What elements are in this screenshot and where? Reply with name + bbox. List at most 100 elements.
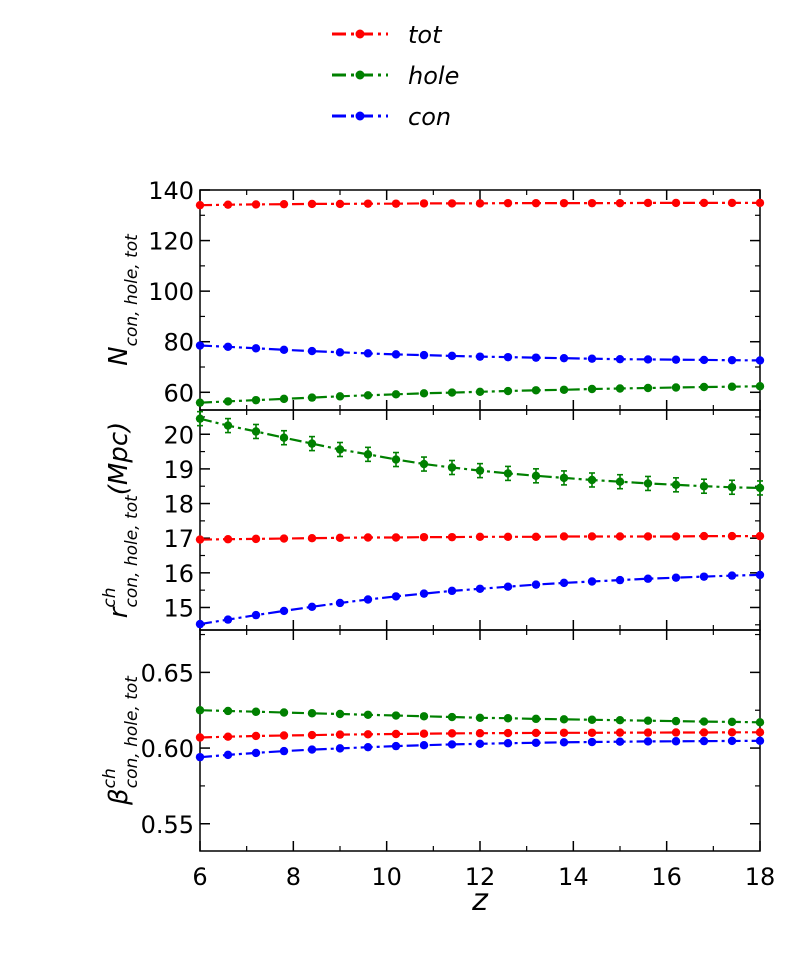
y-label-main: β: [104, 788, 134, 806]
y-tick-label-beta: 0.60: [141, 735, 194, 763]
point-beta-con: [195, 752, 205, 762]
point-N-tot: [671, 198, 681, 208]
y-label-sub: con, hole, tot: [122, 675, 142, 789]
point-beta-con: [615, 737, 625, 746]
point-r-hole: [475, 466, 485, 475]
legend-label-hole: hole: [408, 62, 459, 90]
point-N-tot: [755, 198, 765, 208]
point-N-hole: [391, 390, 401, 399]
point-N-con: [615, 354, 625, 364]
point-r-hole: [587, 475, 597, 485]
point-beta-con: [223, 750, 233, 760]
point-r-tot: [727, 531, 737, 541]
point-beta-tot: [503, 728, 513, 738]
series-r-con: [195, 570, 765, 629]
legend-entry-hole: hole: [332, 62, 459, 90]
point-N-hole: [475, 387, 485, 396]
point-N-hole: [503, 386, 513, 396]
point-r-con: [251, 610, 261, 620]
point-r-con: [727, 571, 737, 580]
y-tick-label-N: 100: [148, 278, 194, 306]
point-beta-hole: [615, 716, 625, 725]
point-N-tot: [279, 199, 289, 209]
series-N-hole: [195, 382, 765, 407]
point-beta-hole: [447, 712, 457, 722]
point-r-tot: [195, 535, 205, 544]
point-r-hole: [195, 414, 205, 423]
y-axis-label-r: rch con, hole, tot(Mpc): [100, 422, 142, 619]
point-N-hole: [419, 389, 429, 398]
point-r-tot: [223, 535, 233, 544]
point-N-hole: [307, 393, 317, 402]
point-r-con: [755, 570, 765, 580]
point-N-hole: [643, 383, 653, 393]
point-N-tot: [335, 199, 345, 209]
legend-marker-hole: [355, 70, 365, 80]
point-beta-con: [307, 745, 317, 754]
point-beta-tot: [447, 729, 457, 738]
point-N-tot: [307, 199, 317, 209]
point-N-tot: [699, 198, 709, 208]
point-N-tot: [475, 199, 485, 208]
series-N-con: [195, 341, 765, 365]
x-tick-label: 8: [286, 863, 301, 891]
y-tick-label-r: 15: [163, 594, 194, 622]
series-beta-con: [195, 736, 765, 762]
point-N-tot: [615, 198, 625, 208]
legend-label-con: con: [408, 103, 451, 131]
y-label-sup: ch: [100, 587, 120, 607]
point-r-con: [363, 595, 373, 604]
point-r-con: [559, 578, 569, 588]
point-r-con: [419, 589, 429, 598]
point-r-hole: [307, 439, 317, 448]
point-N-con: [195, 341, 205, 350]
point-beta-tot: [671, 728, 681, 737]
point-N-hole: [447, 388, 457, 397]
point-N-hole: [223, 397, 233, 406]
point-r-con: [447, 586, 457, 596]
point-beta-tot: [559, 728, 569, 737]
point-beta-con: [755, 736, 765, 746]
point-beta-tot: [587, 728, 597, 737]
y-tick-label-N: 80: [163, 329, 194, 357]
y-label-sub: con, hole, tot: [122, 233, 142, 347]
point-r-con: [671, 573, 681, 582]
x-tick-label: 14: [558, 863, 589, 891]
point-beta-tot: [475, 729, 485, 738]
legend-marker-con: [355, 111, 365, 121]
point-r-con: [195, 619, 205, 629]
point-beta-con: [587, 737, 597, 747]
point-r-hole: [503, 469, 513, 478]
point-r-hole: [727, 483, 737, 492]
point-beta-con: [531, 738, 541, 747]
point-N-con: [363, 349, 373, 358]
y-tick-label-r: 18: [163, 491, 194, 519]
point-beta-hole: [643, 716, 653, 725]
y-label-main: N: [104, 346, 134, 365]
series-r-hole: [195, 410, 765, 496]
point-N-hole: [755, 382, 765, 391]
point-r-tot: [671, 532, 681, 541]
point-N-hole: [251, 395, 261, 405]
point-beta-con: [279, 746, 289, 756]
point-N-tot: [727, 198, 737, 208]
y-tick-label-r: 19: [163, 456, 194, 484]
point-r-tot: [363, 533, 373, 542]
point-N-con: [503, 352, 513, 362]
point-beta-con: [419, 740, 429, 750]
point-beta-con: [559, 738, 569, 747]
point-N-con: [727, 355, 737, 365]
point-beta-hole: [391, 711, 401, 720]
y-tick-label-r: 16: [163, 560, 194, 588]
series-line-r-con: [199, 573, 761, 626]
point-beta-hole: [335, 709, 345, 719]
point-N-hole: [671, 383, 681, 392]
point-N-con: [419, 350, 429, 360]
point-r-con: [587, 577, 597, 586]
point-r-con: [615, 575, 625, 585]
point-N-hole: [335, 392, 345, 401]
series-beta-tot: [195, 728, 765, 742]
